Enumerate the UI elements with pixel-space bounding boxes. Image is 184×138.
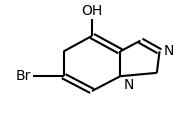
Text: OH: OH (81, 4, 103, 18)
Text: N: N (163, 44, 174, 58)
Text: N: N (124, 78, 134, 91)
Text: Br: Br (15, 69, 31, 83)
